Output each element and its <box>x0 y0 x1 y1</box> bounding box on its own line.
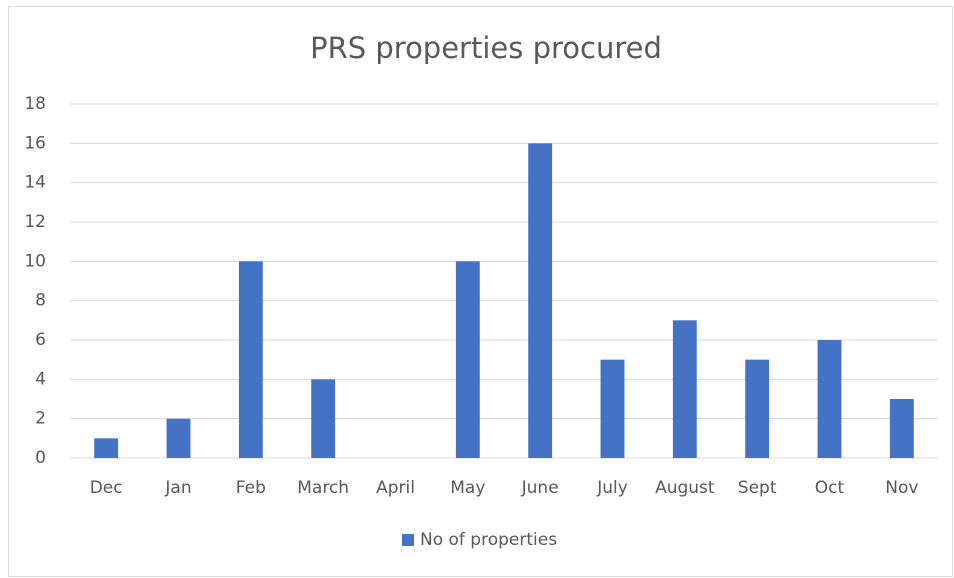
bar <box>94 438 119 458</box>
bar <box>528 143 553 459</box>
y-tick-label: 10 <box>24 251 46 271</box>
y-tick-label: 0 <box>35 448 46 468</box>
x-tick-label: May <box>450 478 485 498</box>
x-tick-label: June <box>521 478 559 498</box>
y-tick-label: 18 <box>24 94 46 114</box>
x-tick-label: March <box>297 478 349 498</box>
y-tick-label: 12 <box>24 212 46 232</box>
bar <box>166 418 191 458</box>
bar <box>817 340 842 458</box>
y-tick-label: 4 <box>35 369 46 389</box>
x-tick-label: July <box>596 478 628 498</box>
bar <box>889 399 914 458</box>
y-tick-label: 8 <box>35 291 46 311</box>
legend-label: No of properties <box>420 530 557 550</box>
x-tick-label: Sept <box>738 478 777 498</box>
x-tick-label: Jan <box>164 478 191 498</box>
x-tick-label: Feb <box>236 478 266 498</box>
bar <box>311 379 336 458</box>
chart-title: PRS properties procured <box>310 31 662 65</box>
x-tick-label: August <box>655 478 715 498</box>
x-tick-label: Dec <box>90 478 123 498</box>
bar <box>600 359 625 458</box>
y-tick-label: 2 <box>35 409 46 429</box>
x-tick-label: April <box>376 478 415 498</box>
bar <box>745 359 770 458</box>
x-tick-label: Oct <box>815 478 845 498</box>
chart-border <box>8 6 953 577</box>
legend-swatch <box>402 534 414 546</box>
x-tick-label: Nov <box>885 478 918 498</box>
y-tick-label: 16 <box>24 133 46 153</box>
y-tick-label: 6 <box>35 330 46 350</box>
bar <box>238 261 263 458</box>
y-tick-label: 14 <box>24 173 46 193</box>
bar <box>672 320 697 458</box>
bar <box>455 261 480 458</box>
